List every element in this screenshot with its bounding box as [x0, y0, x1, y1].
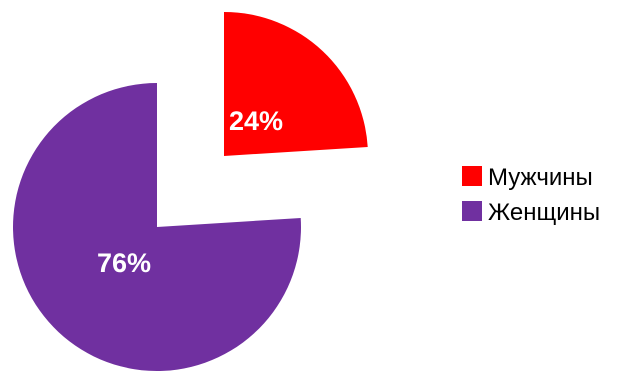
pie-slice-men [224, 12, 368, 156]
legend: Мужчины Женщины [462, 164, 600, 226]
legend-swatch-men [462, 166, 482, 186]
data-label-women: 76% [97, 248, 151, 278]
pie-data-labels: 24% 76% [97, 106, 283, 278]
legend-label-men: Мужчины [488, 164, 593, 191]
data-label-men: 24% [229, 106, 283, 136]
pie-slice-women [13, 83, 301, 371]
pie-slices [13, 12, 368, 371]
legend-label-women: Женщины [488, 199, 600, 226]
legend-swatch-women [462, 201, 482, 221]
